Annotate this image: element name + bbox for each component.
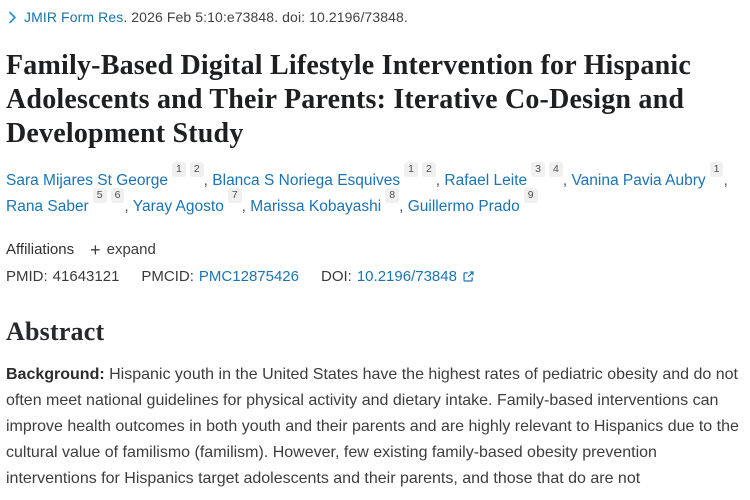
author-link[interactable]: Rana Saber	[6, 198, 89, 215]
affiliation-superscript: 9	[523, 187, 538, 203]
affiliation-superscript: 7	[227, 187, 242, 203]
affiliation-superscript: 2	[189, 161, 204, 177]
pmid-value: 41643121	[52, 268, 120, 285]
doi-link[interactable]: 10.2196/73848	[357, 268, 475, 285]
affiliation-superscript: 2	[421, 161, 436, 177]
journal-dropdown-trigger[interactable]: JMIR Form Res	[6, 9, 123, 25]
author-separator: ,	[435, 172, 445, 189]
author-link[interactable]: Yaray Agosto	[132, 198, 224, 215]
author-separator: ,	[399, 198, 408, 215]
pmcid-label: PMCID:	[141, 268, 194, 285]
pmcid-group: PMCID: PMC12875426	[141, 268, 299, 285]
expand-label: expand	[106, 241, 156, 258]
pmcid-link[interactable]: PMC12875426	[198, 268, 299, 285]
affiliation-superscript: 1	[709, 161, 724, 177]
pmid-label: PMID:	[6, 268, 48, 285]
affiliations-row: Affiliations + expand	[6, 239, 742, 260]
affiliation-superscript: 1	[404, 161, 418, 177]
affiliation-superscript: 5	[92, 187, 107, 203]
pmid-group: PMID: 41643121	[6, 268, 119, 285]
author-separator: ,	[241, 198, 251, 215]
expand-affiliations-button[interactable]: + expand	[90, 239, 156, 260]
plus-icon: +	[90, 239, 101, 260]
article-title: Family-Based Digital Lifestyle Intervent…	[6, 50, 691, 149]
author-link[interactable]: Guillermo Prado	[407, 198, 520, 215]
citation-text: . 2026 Feb 5:10:e73848. doi: 10.2196/738…	[123, 9, 408, 25]
journal-link[interactable]: JMIR Form Res	[24, 9, 124, 25]
affiliation-superscript: 6	[110, 187, 125, 203]
background-label: Background:	[6, 366, 105, 383]
journal-citation-line: JMIR Form Res . 2026 Feb 5:10:e73848. do…	[6, 9, 742, 25]
affiliation-superscript: 4	[549, 161, 563, 177]
author-separator: ,	[723, 172, 728, 189]
author-separator: ,	[562, 172, 572, 189]
abstract-background-paragraph: Background: Hispanic youth in the United…	[6, 362, 742, 492]
chevron-right-icon	[9, 11, 16, 24]
external-link-icon	[463, 271, 474, 282]
author-link[interactable]: Blanca S Noriega Esquives	[212, 172, 401, 189]
author-link[interactable]: Sara Mijares St George	[6, 172, 168, 189]
author-link[interactable]: Vanina Pavia Aubry	[571, 172, 706, 189]
author-separator: ,	[124, 198, 133, 215]
author-link[interactable]: Marissa Kobayashi	[250, 198, 382, 215]
doi-value: 10.2196/73848	[356, 268, 457, 285]
identifiers-row: PMID: 41643121 PMCID: PMC12875426 DOI: 1…	[6, 268, 742, 285]
doi-label: DOI:	[321, 268, 352, 285]
affiliation-superscript: 1	[171, 161, 186, 177]
doi-group: DOI: 10.2196/73848	[321, 268, 475, 285]
author-list: Sara Mijares St George1 2, Blanca S Norie…	[6, 161, 742, 220]
author-link[interactable]: Rafael Leite	[444, 172, 528, 189]
author-separator: ,	[203, 172, 213, 189]
abstract-heading: Abstract	[6, 317, 105, 346]
affiliation-superscript: 8	[385, 187, 400, 203]
affiliation-superscript: 3	[531, 161, 545, 177]
affiliations-label: Affiliations	[6, 241, 75, 258]
background-text: Hispanic youth in the United States have…	[6, 366, 739, 487]
